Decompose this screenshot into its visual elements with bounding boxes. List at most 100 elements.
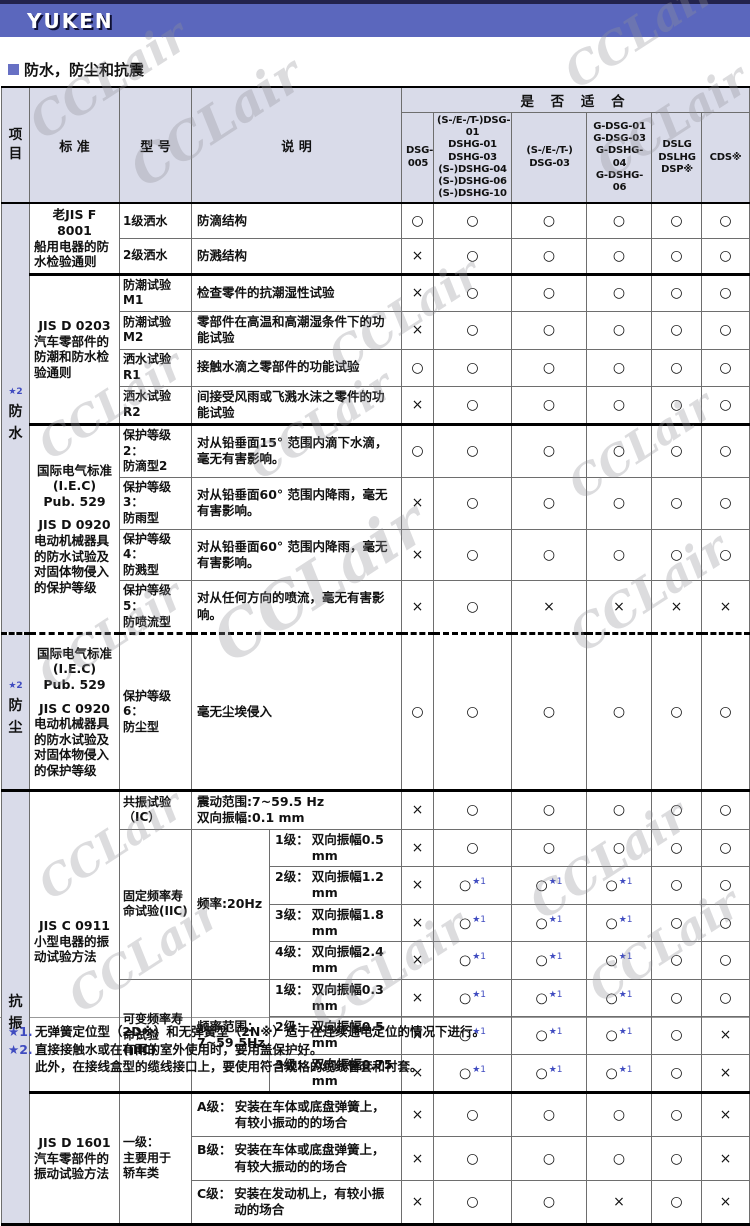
mark: ○ bbox=[670, 359, 683, 376]
desc-cell: 对从铅垂面60° 范围内降雨，毫无有害影响。 bbox=[191, 528, 402, 582]
mark-cell: × bbox=[700, 580, 750, 636]
mark: ○ bbox=[670, 1194, 683, 1211]
mark-footnote-ref: ★1 bbox=[548, 914, 563, 925]
mark: ○ bbox=[612, 396, 626, 413]
mark: ○ bbox=[542, 322, 556, 339]
mark-cell: ○ bbox=[700, 273, 750, 313]
mark: ○ bbox=[719, 839, 732, 856]
mark-cell: ○ bbox=[586, 790, 652, 830]
mark-cell: ○ bbox=[700, 528, 750, 582]
mark-cell: × bbox=[700, 1053, 750, 1095]
mark: ○ bbox=[670, 839, 683, 856]
mark: ○ bbox=[542, 704, 556, 721]
grade-cell: 1级： 双向振幅0.5 mm bbox=[269, 828, 402, 868]
mark: ○ bbox=[466, 546, 479, 563]
mark: ○ bbox=[466, 248, 479, 265]
mark-cell: ○ bbox=[511, 238, 587, 276]
mark-cell: ○ bbox=[433, 1180, 512, 1226]
mark-cell: ○ bbox=[700, 202, 750, 240]
mark-cell: ○★1 bbox=[511, 1016, 587, 1055]
mark: ○ bbox=[542, 802, 556, 819]
mark: ○ bbox=[719, 248, 732, 265]
mark-cell: ○ bbox=[433, 790, 512, 830]
mark: ○ bbox=[458, 1027, 472, 1044]
mark-cell: ○★1 bbox=[586, 941, 652, 980]
mark-footnote-ref: ★1 bbox=[618, 877, 633, 888]
table-row: 保护等级3： 防雨型 对从铅垂面60° 范围内降雨，毫无有害影响。 × ○ ○ ○ ○ ○ bbox=[2, 476, 750, 530]
item-cell: ★2 防尘 bbox=[1, 633, 30, 793]
mark: × bbox=[613, 1194, 625, 1211]
mark: × bbox=[411, 839, 424, 856]
mark: ○ bbox=[605, 915, 618, 932]
mark-cell: ○ bbox=[700, 348, 750, 387]
mark-cell: ○★1 bbox=[433, 978, 512, 1018]
mark-cell: ○ bbox=[511, 424, 587, 478]
mark-cell: ○ bbox=[433, 348, 512, 387]
mark: ○ bbox=[535, 1065, 548, 1082]
model-cell: 防潮试验M2 bbox=[119, 311, 192, 350]
header-col-4: DSLG DSLHG DSP※ bbox=[651, 112, 702, 205]
mark-cell: × bbox=[401, 385, 434, 426]
mark: ○ bbox=[605, 1027, 618, 1044]
mark: ○ bbox=[670, 877, 683, 894]
mark: ○ bbox=[458, 952, 472, 969]
mark: ○ bbox=[612, 546, 626, 563]
grade-cell: 3级： 双向振幅1.8 mm bbox=[269, 903, 402, 943]
mark: ○ bbox=[411, 359, 424, 376]
mark: ○ bbox=[466, 598, 479, 615]
mark-cell: ○ bbox=[433, 528, 512, 582]
mark-cell: ○ bbox=[586, 1136, 652, 1182]
mark: ○ bbox=[670, 1107, 683, 1124]
mark-cell: ○ bbox=[651, 1092, 702, 1138]
model-cell: 防潮试验M1 bbox=[119, 273, 192, 313]
header-desc: 说 明 bbox=[191, 86, 402, 205]
mark-footnote-ref: ★1 bbox=[472, 989, 486, 1000]
mark-cell: ○ bbox=[700, 790, 750, 830]
mark-cell: ○ bbox=[433, 273, 512, 313]
mark-cell: ○ bbox=[700, 941, 750, 980]
mark: ○ bbox=[719, 396, 732, 413]
mark: ○ bbox=[605, 952, 618, 969]
mark: ○ bbox=[542, 1150, 556, 1167]
mark-cell: ○ bbox=[651, 633, 702, 793]
mark: ○ bbox=[542, 839, 556, 856]
footnote-2: ★2. 直接接触水或在有雨的室外使用时，要用盖保护好。 bbox=[8, 1041, 485, 1059]
model-cell: 保护等级5： 防喷流型 bbox=[119, 580, 192, 636]
mark: × bbox=[411, 802, 424, 819]
mark: ○ bbox=[670, 989, 683, 1006]
table-row: 防潮试验M2 零部件在高温和高潮湿条件下的功能试验 × ○ ○ ○ ○ ○ bbox=[2, 311, 750, 350]
mark-cell: ○ bbox=[433, 1092, 512, 1138]
mark: ○ bbox=[466, 802, 479, 819]
mark-cell: ○★1 bbox=[511, 903, 587, 943]
mark-cell: ○ bbox=[586, 348, 652, 387]
header-col-0: DSG- 005 bbox=[401, 112, 434, 205]
mark: ○ bbox=[458, 915, 472, 932]
mark-footnote-ref: ★1 bbox=[472, 1064, 486, 1075]
footnote-1: ★1. 无弹簧定位型（2D※）和无弹簧型（2N※）适于在连续通电定位的情况下进行… bbox=[8, 1023, 485, 1041]
mark-cell: × bbox=[651, 580, 702, 636]
desc-cell: A级： 安装在车体或底盘弹簧上，有较小振动的的场合 bbox=[191, 1092, 402, 1138]
mark: ○ bbox=[466, 213, 479, 230]
footnotes: ★1. 无弹簧定位型（2D※）和无弹簧型（2N※）适于在连续通电定位的情况下进行… bbox=[8, 1023, 485, 1076]
desc-cell: B级： 安装在车体或底盘弹簧上，有较大振动的的场合 bbox=[191, 1136, 402, 1182]
mark-footnote-ref: ★1 bbox=[548, 989, 563, 1000]
mark: ○ bbox=[466, 285, 479, 302]
mark-cell: ○ bbox=[651, 273, 702, 313]
mark-cell: ○ bbox=[511, 1180, 587, 1226]
mark: ○ bbox=[612, 285, 626, 302]
model-cell: 固定频率寿命试验(IIC) bbox=[119, 828, 192, 980]
mark: ○ bbox=[535, 952, 548, 969]
mark-cell: ○ bbox=[401, 424, 434, 478]
mark-cell: ○ bbox=[651, 385, 702, 426]
mark-cell: ○ bbox=[511, 633, 587, 793]
mark-cell: ○ bbox=[586, 476, 652, 530]
mark: ○ bbox=[719, 322, 732, 339]
model-cell: 共振试验（IC） bbox=[119, 790, 192, 830]
mark: ○ bbox=[612, 322, 626, 339]
mark-footnote-ref: ★1 bbox=[472, 952, 486, 963]
footnote-text: 无弹簧定位型（2D※）和无弹簧型（2N※）适于在连续通电定位的情况下进行。 bbox=[35, 1024, 486, 1039]
item-footnote-ref: ★2 bbox=[8, 681, 23, 692]
mark: ○ bbox=[670, 213, 683, 230]
mark: ○ bbox=[542, 213, 556, 230]
mark: ○ bbox=[719, 952, 732, 969]
